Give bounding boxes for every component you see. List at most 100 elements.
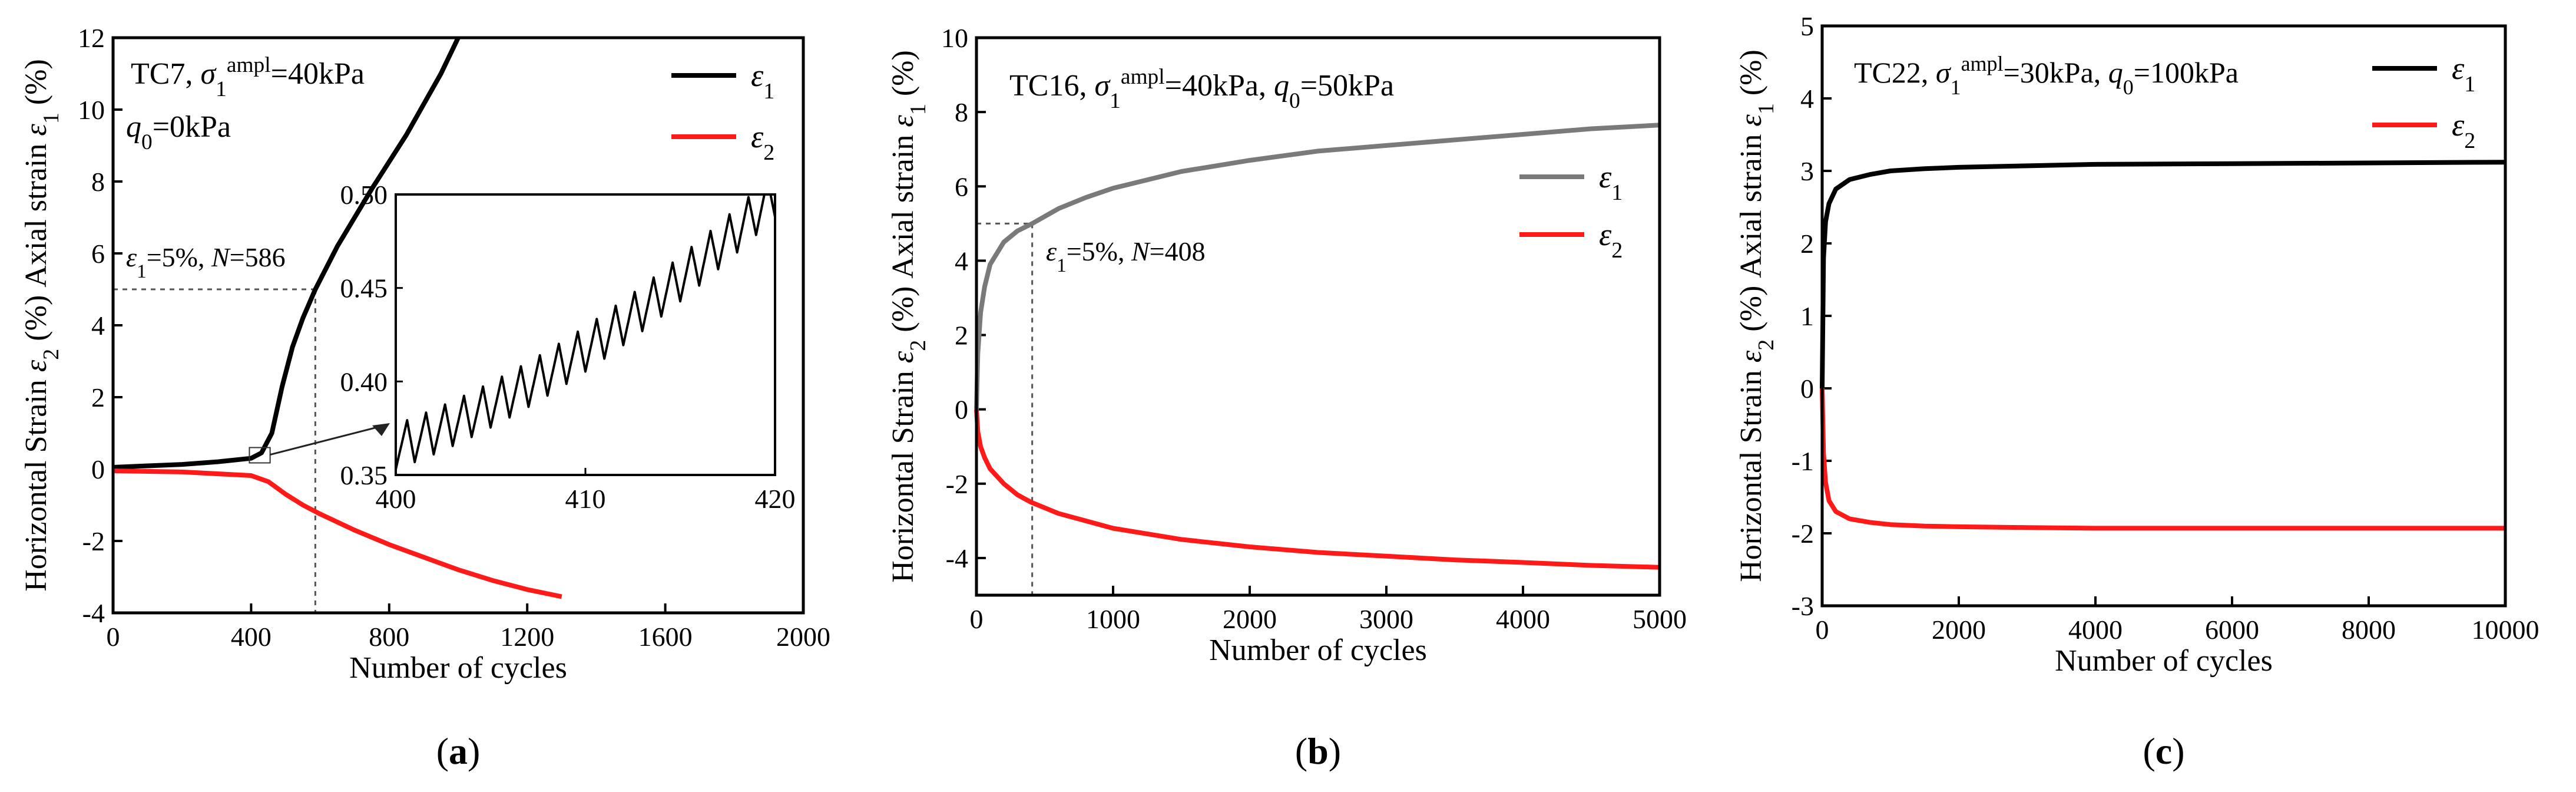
series-line-epsilon2	[974, 409, 1660, 570]
plot-frame	[111, 36, 805, 615]
y-axis-title-segment: ε	[19, 124, 53, 136]
panel-label-paren: )	[468, 730, 480, 772]
x-tick-label: 0	[970, 604, 984, 634]
panel-label: (b)	[1295, 730, 1341, 772]
x-tick-label: 1600	[638, 622, 693, 652]
legend-label: ε1	[751, 58, 774, 104]
x-tick-label: 0	[107, 622, 120, 652]
y-axis-title-segment: Horizontal Strain	[19, 372, 53, 592]
x-tick-label: 1000	[1086, 604, 1140, 634]
annotation-segment: =50kPa	[1300, 69, 1394, 103]
inset-y-tick-label: 0.50	[340, 180, 388, 210]
y-axis-title-segment: Horizontal Strain	[886, 363, 920, 583]
panel-label-paren: )	[1329, 730, 1341, 772]
y-axis-title-segment: Axial strain	[19, 136, 53, 288]
legend-subscript: 1	[763, 79, 774, 104]
annotation-segment: TC16,	[1009, 69, 1094, 103]
y-tick-label: -4	[82, 598, 105, 628]
annotation-segment: =100kPa	[2134, 56, 2239, 89]
x-tick-label: 4000	[1496, 604, 1550, 634]
x-tick-label: 800	[369, 622, 409, 652]
y-tick-label: 0	[955, 395, 968, 425]
legend-subscript: 2	[763, 140, 774, 165]
y-tick-label: 12	[78, 23, 105, 53]
y-tick-label: 2	[91, 382, 105, 412]
x-axis-title: Number of cycles	[349, 651, 567, 685]
annotation-segment: N	[211, 242, 231, 272]
series-line-epsilon2	[112, 468, 562, 599]
inset-y-tick-label: 0.40	[340, 367, 388, 397]
y-tick-label: 6	[955, 171, 968, 202]
y-tick-label: -2	[946, 469, 968, 499]
panel-label-letter: b	[1307, 730, 1329, 772]
inset-background	[396, 194, 775, 475]
inset-y-tick-label: 0.35	[340, 460, 388, 490]
y-tick-label: -1	[1792, 446, 1814, 476]
annotation-segment: ε	[1046, 236, 1057, 266]
annotation-segment: N	[1131, 236, 1151, 266]
legend-symbol: ε	[751, 119, 764, 154]
y-axis-title-text: Horizontal Strain ε2 (%) Axial strain ε1…	[1734, 50, 1779, 582]
y-axis-title-text: Horizontal Strain ε2 (%) Axial strain ε1…	[19, 59, 64, 592]
annotation-segment: =586	[230, 242, 286, 272]
inset-chart: 400 410 420 0.35 0.40 0.45 0.50	[340, 180, 796, 514]
annotation-segment: 0	[141, 130, 153, 154]
y-axis-title-segment: 1	[1754, 103, 1779, 114]
annotation-q0: q0=0kPa	[126, 110, 231, 154]
y-axis-title: Horizontal Strain ε2 (%) Axial strain ε1…	[19, 59, 64, 592]
inset-x-tick-label: 410	[565, 484, 606, 514]
annotation-segment: 1	[1110, 89, 1121, 113]
y-axis-title-segment: ε	[1734, 350, 1768, 362]
panel-label-letter: a	[449, 730, 468, 772]
x-tick-label: 2000	[1932, 615, 1986, 645]
annotation-segment: q	[126, 110, 141, 144]
y-axis-title-segment: ε	[1734, 114, 1768, 127]
y-tick-label: 1	[1800, 301, 1814, 331]
annotation-segment: 0	[1289, 89, 1300, 113]
y-axis-title-segment: Axial strain	[886, 127, 920, 279]
annotation-segment: 1	[216, 77, 227, 101]
y-axis-title-segment: (%)	[19, 59, 53, 113]
y-axis-title-segment: Horizontal Strain	[1734, 362, 1768, 582]
annotation-segment: =40kPa	[271, 57, 365, 91]
x-tick-label: 4000	[2068, 615, 2123, 645]
y-axis-title-segment: (%)	[1734, 278, 1768, 339]
y-tick-label: 10	[941, 23, 968, 53]
annotation-segment: ε	[126, 242, 137, 272]
legend-symbol: ε	[1599, 159, 1612, 194]
panel-label: (a)	[436, 730, 481, 772]
series-line-epsilon1	[112, 37, 461, 470]
y-tick-label: 5	[1800, 11, 1814, 41]
legend-subscript: 2	[2464, 128, 2475, 153]
y-tick-label: 4	[1800, 84, 1814, 114]
y-tick-label: -2	[82, 526, 105, 556]
legend-symbol: ε	[1599, 217, 1612, 252]
annotation-segment: =5%,	[147, 242, 211, 272]
x-axis-title: Number of cycles	[2055, 644, 2273, 678]
annotation-segment: =40kPa,	[1165, 69, 1274, 103]
annotation-segment: ampl	[1961, 52, 2004, 75]
annotation-segment: ampl	[227, 53, 271, 77]
legend-symbol: ε	[2452, 51, 2465, 86]
annotation-segment: 0	[2123, 75, 2134, 99]
x-tick-label: 1200	[500, 622, 554, 652]
y-axis-title-segment: (%)	[19, 288, 53, 349]
legend-symbol: ε	[751, 58, 764, 93]
y-axis-title-segment: 2	[1754, 339, 1779, 351]
x-axis-title: Number of cycles	[1209, 633, 1427, 667]
annotation-segment: q	[2108, 56, 2123, 89]
legend-symbol: ε	[2452, 107, 2465, 143]
series-line-epsilon1	[1820, 160, 2506, 389]
panel-label-letter: c	[2156, 730, 2172, 772]
annotation-segment: ampl	[1121, 65, 1165, 89]
annotation-segment: =5%,	[1067, 236, 1131, 266]
legend-subscript: 2	[1611, 238, 1623, 263]
y-tick-label: 0	[91, 454, 105, 484]
x-tick-label: 8000	[2342, 615, 2396, 645]
x-tick-label: 2000	[776, 622, 830, 652]
y-axis-title-segment: 2	[906, 340, 931, 351]
y-tick-label: 4	[955, 246, 968, 276]
inset-y-tick-label: 0.45	[340, 273, 388, 303]
series-line-epsilon2	[1820, 388, 2505, 531]
